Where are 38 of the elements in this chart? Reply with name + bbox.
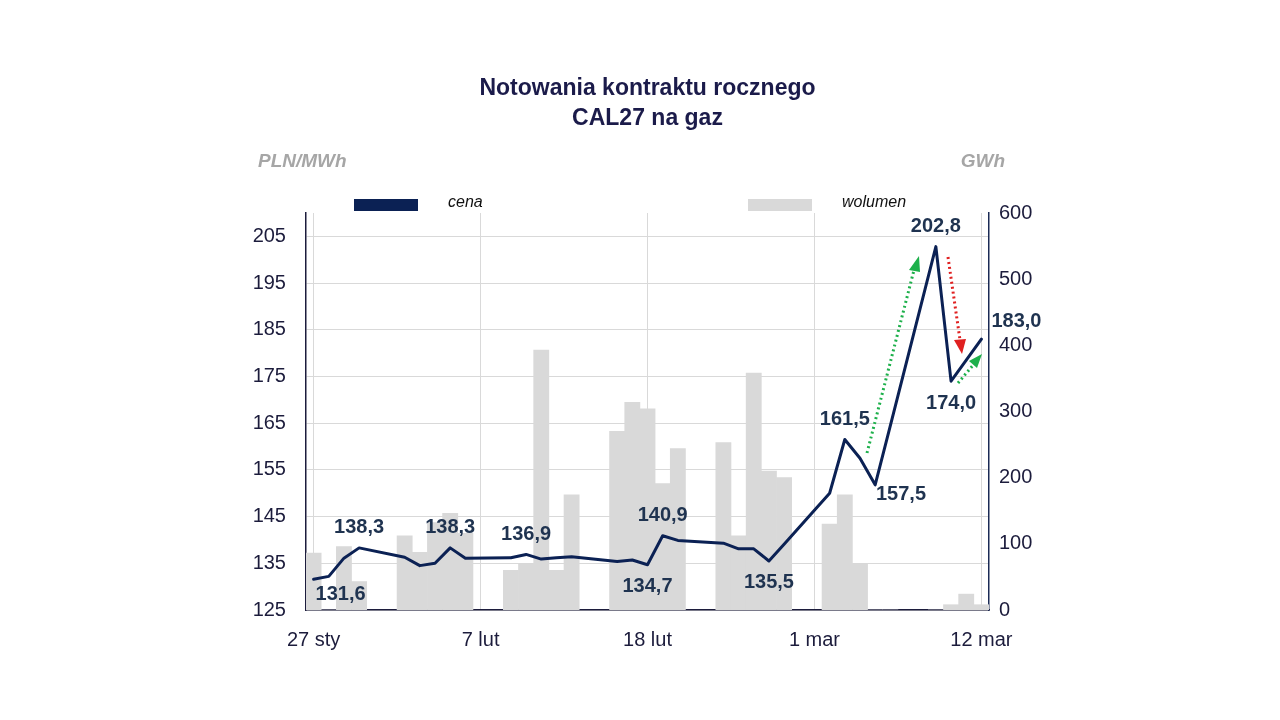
- y-tick-label: 155: [252, 457, 286, 480]
- x-tick-label: 12 mar: [950, 627, 1013, 650]
- y2-tick-label: 0: [999, 597, 1011, 620]
- data-label: 140,9: [637, 503, 688, 526]
- data-label: 131,6: [315, 581, 366, 604]
- x-tick-label: 18 lut: [623, 627, 673, 650]
- y2-tick-label: 200: [999, 465, 1033, 488]
- y2-tick-label: 400: [999, 332, 1033, 355]
- y-tick-label: 165: [252, 410, 286, 433]
- data-label: 134,7: [622, 574, 673, 597]
- y-tick-label: 195: [252, 270, 286, 293]
- chart-title: Notowania kontraktu rocznego CAL27 na gaz: [479, 74, 816, 131]
- y2-tick-label: 500: [999, 266, 1033, 289]
- y2-tick-label: 600: [999, 200, 1033, 223]
- data-label: 161,5: [819, 407, 870, 430]
- data-label: 157,5: [875, 481, 927, 504]
- legend-label: wolumen: [842, 193, 907, 211]
- y-tick-label: 185: [252, 317, 286, 340]
- y-tick-label: 125: [252, 597, 286, 620]
- data-label: 136,9: [501, 521, 552, 544]
- data-label: 183,0: [991, 308, 1042, 331]
- y-tick-label: 205: [252, 223, 286, 246]
- y-axis-title: PLN/MWh: [258, 150, 347, 172]
- data-label: 202,8: [910, 214, 961, 237]
- y-tick-label: 175: [252, 363, 286, 386]
- legend-label: cena: [448, 193, 483, 211]
- y2-tick-label: 300: [999, 399, 1033, 422]
- data-label: 138,3: [334, 515, 385, 538]
- x-tick-label: 1 mar: [788, 627, 841, 650]
- x-tick-label: 7 lut: [461, 627, 500, 650]
- y2-axis-title: GWh: [960, 150, 1005, 172]
- y-tick-label: 135: [252, 550, 286, 573]
- y-tick-label: 145: [252, 504, 286, 527]
- data-label: 138,3: [425, 515, 476, 538]
- data-label: 174,0: [926, 390, 977, 413]
- x-tick-label: 27 sty: [286, 627, 341, 650]
- y2-tick-label: 100: [999, 531, 1033, 554]
- data-label: 135,5: [743, 570, 794, 593]
